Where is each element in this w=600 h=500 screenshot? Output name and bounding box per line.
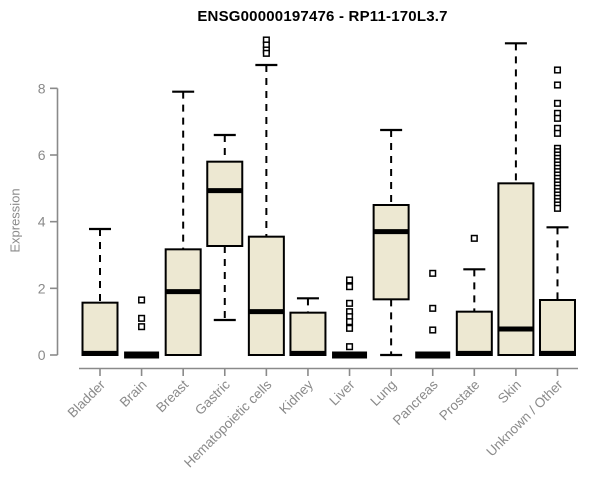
- outlier-point: [553, 129, 562, 137]
- x-tick-label: Liver: [326, 377, 358, 409]
- outlier-point: [138, 323, 146, 331]
- outlier-point: [553, 81, 562, 89]
- box-iqr: [538, 299, 576, 356]
- outlier-point: [553, 99, 562, 107]
- outlier-point: [429, 304, 437, 312]
- x-tick-label: Breast: [153, 377, 191, 415]
- y-tick-label: 8: [38, 80, 46, 96]
- box-iqr: [247, 235, 285, 356]
- y-tick-label: 2: [38, 280, 46, 296]
- x-tick-label: Pancreas: [390, 377, 441, 428]
- collapsed-box: [124, 351, 160, 359]
- outlier-point: [262, 49, 270, 57]
- outlier-point: [553, 114, 562, 122]
- box-iqr: [372, 204, 410, 301]
- outlier-point: [345, 299, 354, 307]
- outlier-point: [429, 326, 437, 334]
- collapsed-box: [332, 351, 368, 359]
- outlier-point: [138, 296, 146, 304]
- box-iqr: [81, 301, 119, 356]
- box-iqr: [455, 310, 493, 357]
- outlier-point: [553, 66, 562, 74]
- outlier-point: [138, 314, 146, 322]
- box-iqr: [164, 248, 202, 357]
- outlier-point: [470, 234, 478, 242]
- outlier-point: [345, 343, 354, 351]
- y-tick-label: 4: [38, 214, 46, 230]
- x-tick-label: Unknown / Other: [483, 377, 566, 460]
- x-tick-label: Gastric: [192, 377, 233, 418]
- outlier-point: [345, 276, 354, 284]
- x-tick-label: Skin: [495, 377, 524, 406]
- box-iqr: [289, 311, 327, 356]
- outlier-point: [429, 269, 437, 277]
- chart-title: ENSG00000197476 - RP11-170L3.7: [197, 8, 448, 25]
- outlier-point: [345, 283, 354, 291]
- x-tick-label: Lung: [367, 377, 399, 409]
- y-tick-label: 0: [38, 347, 46, 363]
- x-tick-label: Prostate: [436, 377, 482, 423]
- collapsed-box: [415, 351, 451, 359]
- y-tick-label: 6: [38, 147, 46, 163]
- box-iqr: [497, 182, 535, 356]
- box-iqr: [206, 160, 244, 248]
- outlier-point: [345, 324, 354, 332]
- x-tick-label: Brain: [117, 377, 150, 410]
- outlier-point: [345, 318, 354, 326]
- outlier-point: [553, 204, 562, 212]
- x-tick-label: Kidney: [276, 377, 316, 417]
- x-tick-label: Bladder: [65, 377, 109, 421]
